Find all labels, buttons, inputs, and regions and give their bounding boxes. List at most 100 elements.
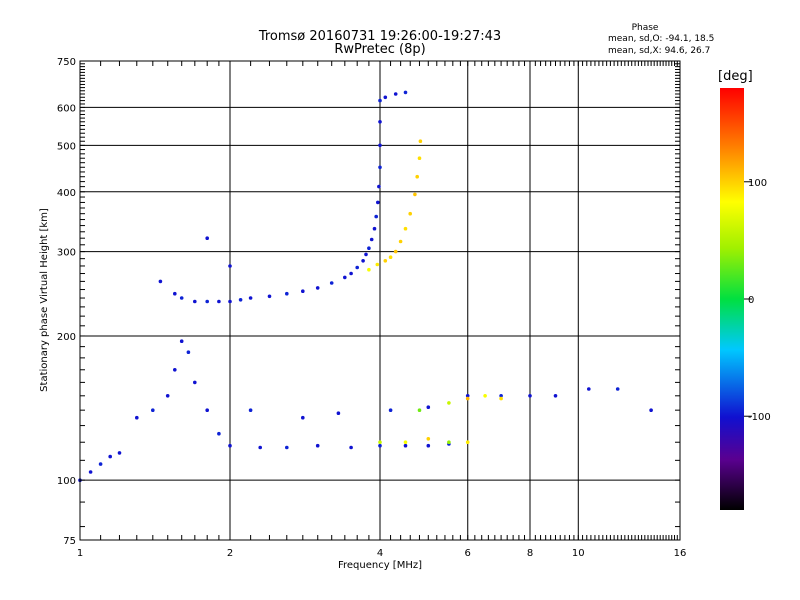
data-point [367,267,371,272]
chart-subtitle: RwPretec (8p) [334,42,425,57]
colorbar-tick-label: -100 [748,412,771,423]
data-point [649,408,653,413]
data-point [465,394,470,398]
x-tick-label: 8 [527,548,533,559]
data-point [248,408,253,413]
data-point [383,259,388,263]
data-point [398,239,403,244]
data-point [285,445,289,450]
data-point [267,294,272,299]
chart-title: Tromsø 20160731 19:26:00-19:27:43 [258,29,501,44]
data-point [367,246,371,250]
data-point [179,339,184,344]
y-tick-label: 750 [57,57,76,68]
data-point [364,252,368,257]
colorbar-tick-label: 0 [748,295,754,306]
y-tick-label: 600 [57,103,76,114]
data-point [228,299,232,304]
data-point [193,380,197,385]
x-tick-label: 2 [227,548,233,559]
data-point [165,394,170,398]
data-point [248,296,253,300]
data-point [403,90,408,95]
x-axis-label: Frequency [MHz] [338,560,422,571]
y-tick-label: 75 [63,536,76,547]
data-point [108,454,112,459]
data-point [393,249,398,254]
data-point [372,226,377,231]
data-point [217,299,221,304]
data-point [415,174,420,179]
data-point [205,236,209,240]
stats-x-line: mean, sd,X: 94.6, 26.7 [608,46,710,56]
scatter-points [78,90,653,483]
y-tick-label: 400 [57,188,76,199]
data-point [88,470,93,474]
colorbar-ticks: 100 0 -100 [744,178,771,423]
data-point [418,139,423,143]
data-point [285,291,289,296]
data-point [447,401,451,405]
data-point [426,443,431,448]
data-point [426,405,431,410]
data-point [258,445,263,450]
data-point [499,396,503,401]
data-point [403,226,408,231]
data-point [349,445,353,450]
data-point [377,184,381,189]
data-point [383,95,388,100]
data-point [528,394,532,398]
data-point [587,387,591,391]
data-point [388,408,393,413]
data-point [388,255,393,259]
data-point [336,411,341,416]
colorbar-label: [deg] [718,69,753,84]
data-point [374,214,379,219]
data-point [186,350,191,355]
data-point [378,443,382,448]
data-point [343,275,347,280]
data-point [135,415,139,420]
data-point [315,286,320,290]
data-point [376,200,380,205]
data-point [228,264,232,268]
data-point [205,408,209,413]
data-point [193,299,197,304]
x-tick-label: 6 [465,548,471,559]
data-point [378,143,382,148]
data-point [205,299,209,304]
x-tick-label: 16 [674,548,687,559]
data-point [499,394,503,398]
x-tick-label: 10 [572,548,585,559]
data-point [393,92,398,96]
x-tick-label: 1 [77,548,83,559]
data-point [378,165,382,170]
data-point [426,437,431,441]
y-tick-label: 200 [57,332,76,343]
data-point [98,462,103,466]
data-point [378,440,382,445]
y-axis: 75 100 200 300 400 500 600 750 [57,57,680,547]
data-point [417,408,422,413]
data-point [329,281,334,285]
colorbar-tick-label: 100 [748,178,767,189]
x-axis: 1 2 4 6 8 10 16 [77,61,687,559]
data-point [173,291,177,296]
data-point [483,394,487,398]
stats-o-line: mean, sd,O: -94.1, 18.5 [608,34,714,44]
y-tick-label: 100 [57,476,76,487]
data-point [179,296,184,300]
data-point [151,408,155,413]
data-point [408,211,413,216]
data-point [238,298,243,302]
data-point [378,120,382,124]
data-point [553,394,558,398]
data-point [417,156,422,160]
y-axis-label: Stationary phase Virtual Height [km] [39,208,50,392]
data-point [378,98,382,103]
data-point [447,440,451,445]
y-tick-label: 500 [57,141,76,152]
data-point [369,237,374,242]
grid [79,61,681,540]
